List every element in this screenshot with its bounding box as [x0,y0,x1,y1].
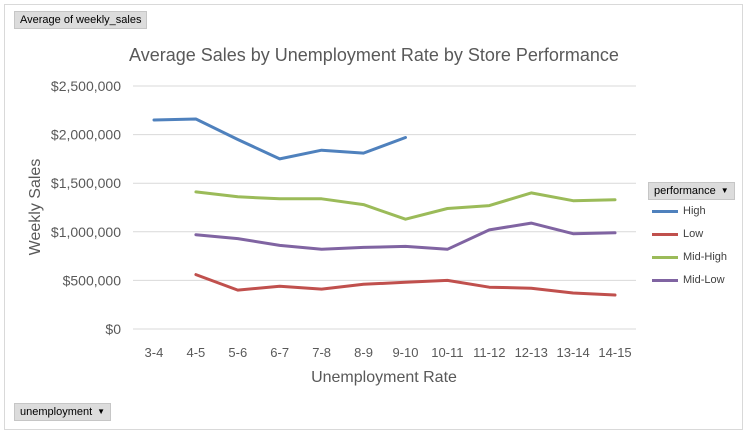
y-axis-ticks: $0 $500,000 $1,000,000 $1,500,000 $2,000,000… [51,78,121,337]
x-tick-label: 10-11 [431,345,463,360]
series-line-low [194,273,617,297]
y-tick-label: $2,000,000 [51,127,121,143]
y-tick-label: $500,000 [63,272,122,288]
legend-label: High [683,205,706,217]
x-axis-ticks: 3-4 4-5 5-6 6-7 7-8 8-9 9-10 10-11 11-12 12-13 13-… [145,345,632,360]
series-line-high [152,117,407,161]
series-line-mid-high [194,190,617,221]
x-tick-label: 9-10 [392,345,418,360]
x-tick-label: 3-4 [145,345,164,360]
legend-swatch [652,256,678,259]
y-axis-label: Weekly Sales [27,159,44,256]
x-tick-label: 14-15 [598,345,631,360]
value-field-label: Average of weekly_sales [20,14,142,26]
x-axis-label: Unemployment Rate [311,369,457,386]
x-tick-label: 6-7 [270,345,289,360]
value-field-button[interactable]: Average of weekly_sales [14,11,148,29]
dropdown-arrow-icon: ▼ [720,186,729,195]
legend-swatch [652,210,678,213]
axis-field-label: unemployment [20,406,93,418]
y-tick-label: $1,500,000 [51,175,121,191]
legend-label: Low [683,228,704,240]
legend-swatch [652,279,678,282]
x-tick-label: 8-9 [354,345,373,360]
y-tick-label: $0 [105,321,121,337]
chart-title: Average Sales by Unemployment Rate by St… [129,45,619,65]
chart-frame [4,4,743,430]
legend-label: Mid-High [683,251,728,263]
dropdown-arrow-icon: ▼ [97,407,106,416]
x-tick-label: 13-14 [557,345,590,360]
x-tick-label: 11-12 [473,345,505,360]
y-tick-label: $2,500,000 [51,78,121,94]
legend-label: Mid-Low [683,274,725,286]
x-tick-label: 4-5 [186,345,205,360]
legend-field-button[interactable]: performance ▼ [648,182,735,200]
y-tick-label: $1,000,000 [51,224,121,240]
series-lines [152,117,617,297]
gridlines [133,85,636,330]
x-tick-label: 12-13 [515,345,548,360]
axis-field-button[interactable]: unemployment ▼ [14,403,112,421]
legend-field-label: performance [654,185,716,197]
series-line-mid-low [194,221,617,251]
x-tick-label: 7-8 [312,345,331,360]
legend-swatch [652,233,678,236]
x-tick-label: 5-6 [228,345,247,360]
